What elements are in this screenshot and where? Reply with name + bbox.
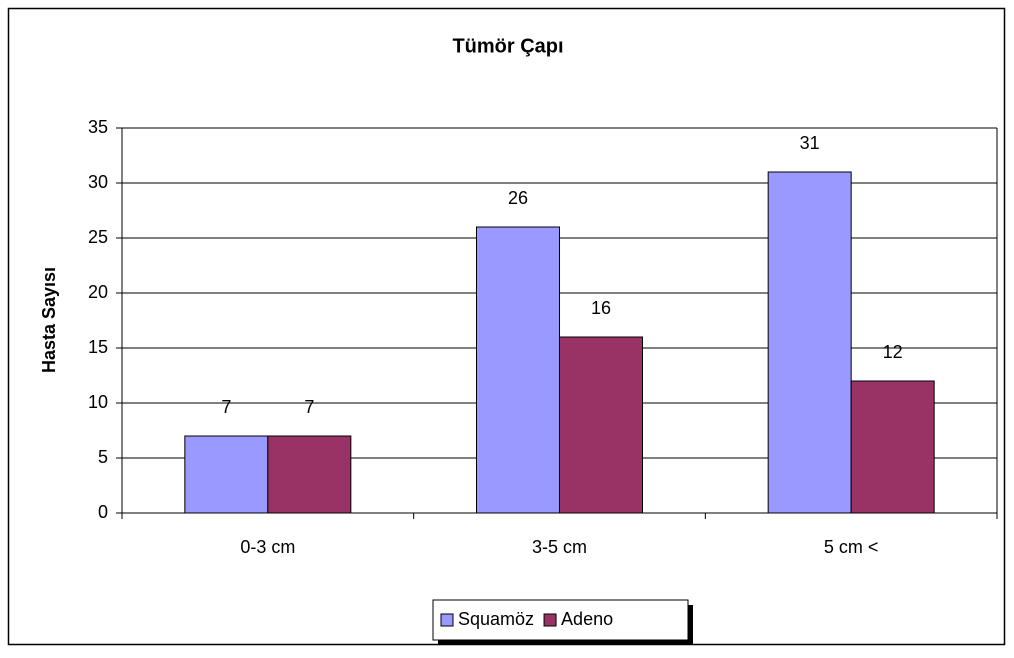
- x-tick-label: 5 cm <: [824, 537, 879, 557]
- chart-title: Tümör Çapı: [452, 35, 563, 57]
- data-label: 12: [883, 342, 903, 362]
- legend-swatch: [543, 613, 557, 627]
- y-tick-label: 5: [98, 447, 108, 467]
- data-label: 16: [591, 298, 611, 318]
- y-axis-label: Hasta Sayısı: [39, 267, 59, 373]
- y-tick-label: 20: [88, 282, 108, 302]
- data-label: 7: [221, 397, 231, 417]
- bar: [184, 435, 269, 514]
- bar: [267, 435, 352, 514]
- bar: [559, 336, 643, 514]
- y-tick-label: 35: [88, 117, 108, 137]
- data-label: 26: [508, 188, 528, 208]
- y-tick-label: 25: [88, 227, 108, 247]
- y-tick-label: 0: [98, 502, 108, 522]
- bar: [767, 171, 852, 514]
- bar: [476, 226, 560, 514]
- legend-label: Squamöz: [458, 609, 534, 629]
- y-tick-label: 10: [88, 392, 108, 412]
- y-tick-label: 30: [88, 172, 108, 192]
- legend-swatch: [440, 613, 454, 627]
- y-tick-label: 15: [88, 337, 108, 357]
- data-label: 31: [800, 133, 820, 153]
- legend-label: Adeno: [561, 609, 613, 629]
- x-tick-label: 3-5 cm: [532, 537, 587, 557]
- x-tick-label: 0-3 cm: [240, 537, 295, 557]
- data-label: 7: [304, 397, 314, 417]
- bar: [850, 380, 935, 514]
- legend: [432, 599, 689, 641]
